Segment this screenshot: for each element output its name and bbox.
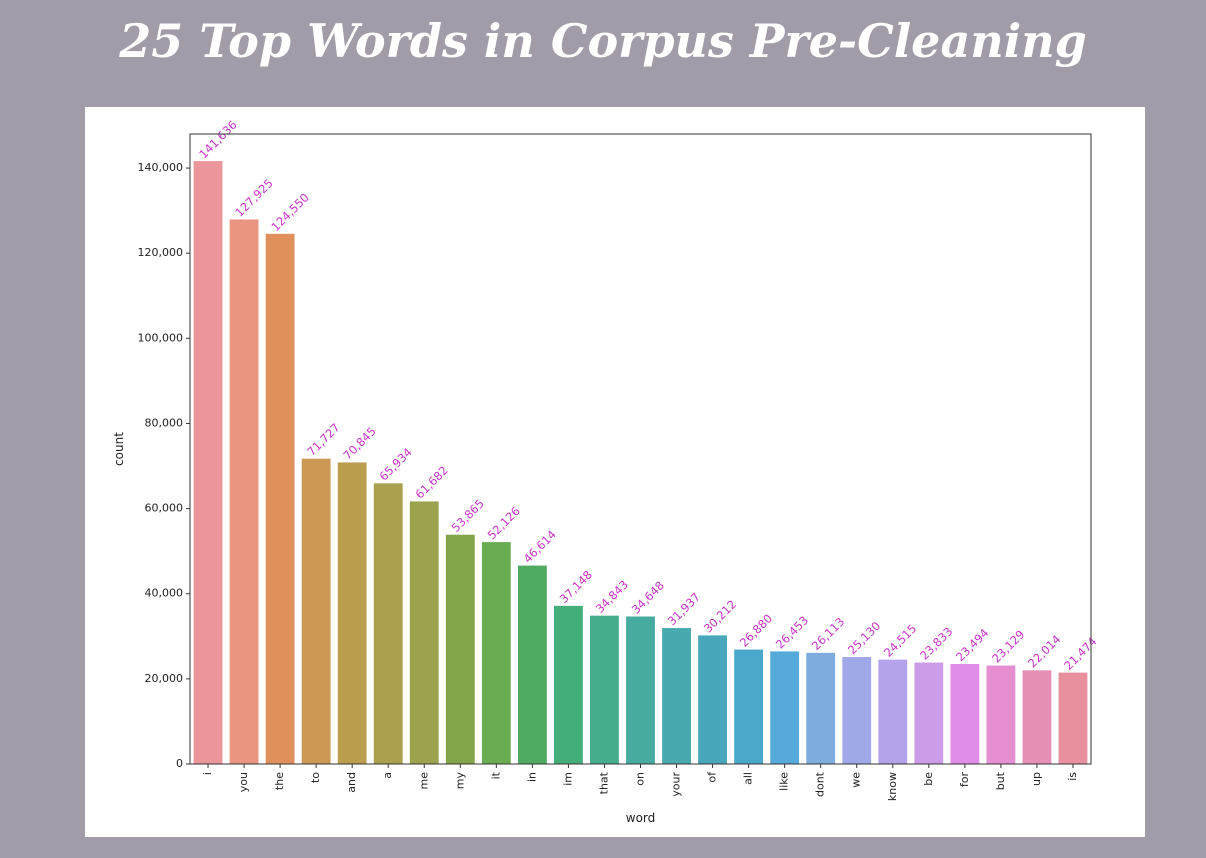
bar-value-label: 34,648 (629, 578, 667, 616)
bar-like (770, 651, 800, 764)
x-tick-label: your (670, 772, 683, 797)
bar-value-label: 53,865 (449, 496, 487, 534)
y-tick-label: 40,000 (145, 587, 184, 600)
y-tick-label: 100,000 (138, 331, 184, 344)
x-tick-label: in (525, 772, 538, 782)
bar-and (337, 462, 367, 764)
y-tick-label: 20,000 (145, 672, 184, 685)
bar-value-label: 61,682 (412, 463, 450, 501)
bar-you (229, 219, 259, 764)
x-tick-label: is (1066, 772, 1079, 781)
bar-in (517, 565, 547, 764)
bars-group (193, 161, 1088, 765)
y-tick-label: 140,000 (138, 161, 184, 174)
x-tick-label: but (994, 771, 1007, 790)
x-axis: i you the to and a me my it in im that on your of all li… (201, 764, 1079, 801)
x-tick-label: for (958, 772, 971, 788)
x-tick-label: im (561, 772, 574, 786)
bar-value-label: 70,845 (340, 424, 378, 462)
y-tick-label: 0 (176, 757, 183, 770)
bar-value-label: 37,148 (557, 568, 595, 606)
y-axis-label: count (112, 432, 126, 466)
slide-title: 25 Top Words in Corpus Pre-Cleaning (119, 14, 1087, 68)
x-tick-label: the (273, 772, 286, 790)
bar-value-label: 71,727 (304, 420, 342, 458)
plot-frame (189, 133, 1092, 765)
x-tick-label: be (922, 772, 935, 786)
bar-dont (806, 652, 836, 764)
x-tick-label: i (201, 772, 214, 775)
bar-value-label: 21,474 (1061, 634, 1099, 672)
bar-my (445, 534, 475, 764)
bar-value-label: 23,129 (989, 627, 1027, 665)
bar-all (734, 649, 764, 764)
bar-value-label: 141,636 (196, 118, 240, 162)
bar-value-label: 26,880 (737, 611, 775, 649)
bar-your (662, 628, 691, 764)
bar-value-label: 30,212 (701, 597, 739, 635)
bar-value-label: 34,843 (593, 577, 631, 615)
x-tick-label: we (850, 772, 863, 788)
x-tick-label: that (597, 771, 610, 794)
bar-i (193, 161, 223, 765)
x-tick-label: it (489, 771, 502, 779)
bar-of (698, 635, 727, 764)
bar-value-label: 25,130 (845, 619, 883, 657)
bar-on (626, 616, 655, 764)
bar-value-label: 26,453 (773, 613, 811, 651)
bar-be (914, 662, 944, 764)
bar-value-label: 22,014 (1025, 632, 1063, 670)
bar-value-label: 52,126 (485, 504, 523, 542)
x-tick-label: know (886, 772, 899, 801)
bar-that (590, 615, 619, 764)
chart-panel: 141,636 127,925 124,550 71,727 70,845 65,934 6… (85, 107, 1145, 837)
bar-to (301, 458, 331, 764)
bar-im (554, 605, 583, 764)
bar-value-label: 65,934 (376, 445, 414, 483)
bar-up (1022, 670, 1052, 764)
x-tick-label: a (381, 772, 394, 779)
y-axis: 0 20,000 40,000 60,000 80,000 100,000 120,000 1… (138, 161, 190, 770)
x-axis-label: word (626, 811, 656, 825)
bar-for (950, 663, 980, 764)
y-tick-label: 120,000 (138, 246, 184, 259)
bar-the (265, 233, 295, 765)
bar-value-label: 31,937 (665, 590, 703, 628)
bar-value-label: 23,833 (917, 624, 955, 662)
bar-value-label: 26,113 (809, 615, 847, 653)
bar-value-label: 124,550 (268, 190, 312, 234)
x-tick-label: up (1030, 772, 1043, 786)
bar-value-label: 24,515 (881, 621, 919, 659)
bar-value-label: 127,925 (232, 176, 276, 220)
x-tick-label: you (237, 772, 250, 792)
x-tick-label: all (742, 772, 755, 785)
bar-but (986, 665, 1016, 764)
x-tick-label: of (706, 771, 719, 783)
y-tick-label: 80,000 (145, 416, 184, 429)
bar-chart: 141,636127,925124,55071,72770,84565,9346… (112, 118, 1100, 825)
x-tick-label: me (417, 772, 430, 790)
bar-know (878, 659, 908, 764)
x-tick-label: my (453, 772, 466, 790)
bar-value-label: 46,614 (521, 527, 559, 565)
bar-we (842, 657, 872, 764)
bar-it (481, 542, 511, 764)
bar-is (1058, 672, 1088, 764)
y-tick-label: 60,000 (145, 502, 184, 515)
x-tick-label: on (634, 772, 647, 786)
x-tick-label: like (778, 772, 791, 791)
x-tick-label: dont (814, 771, 827, 797)
bar-value-label: 23,494 (953, 626, 991, 664)
bar-a (373, 483, 403, 764)
x-tick-label: and (345, 772, 358, 793)
bar-me (409, 501, 439, 764)
x-tick-label: to (309, 772, 322, 783)
